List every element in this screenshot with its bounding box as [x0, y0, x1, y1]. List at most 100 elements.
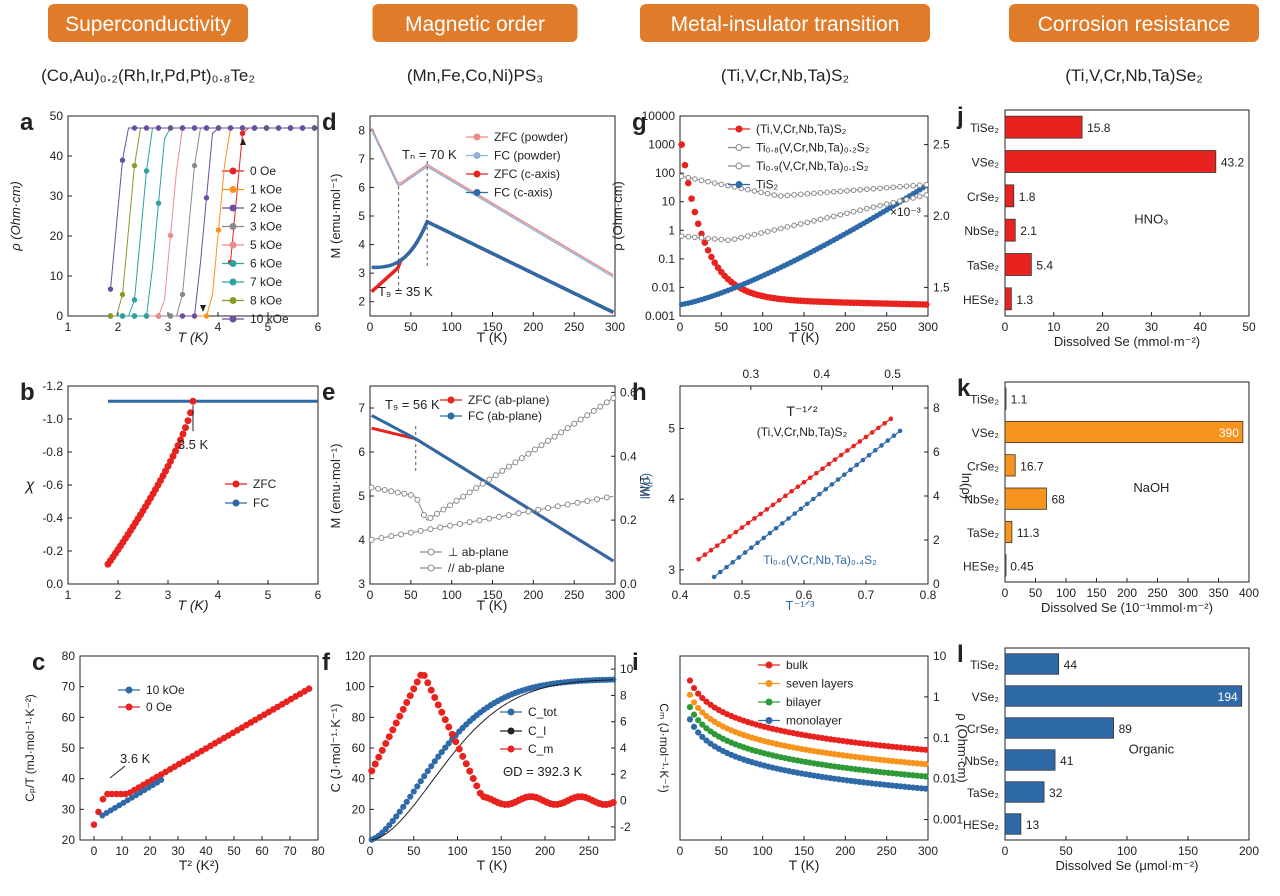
panel-l-bar — [1004, 749, 1056, 771]
panel-g-annotation: ×10⁻³ — [890, 205, 921, 219]
panel-f-ctot-point — [407, 793, 414, 800]
panel-j-bar — [1004, 218, 1016, 242]
panel-f-cm-point — [452, 738, 460, 746]
panel-f-cm-point — [389, 726, 397, 734]
panel-i-series-1-point — [690, 699, 698, 706]
panel-e-par-point — [456, 520, 463, 527]
panel-g-ti08-point — [923, 181, 930, 188]
panel-c-0oe-point — [305, 685, 313, 692]
panel-h-ti06-point — [767, 530, 773, 536]
panel-e-par-point — [505, 512, 512, 519]
panel-a-series-4-point — [167, 232, 174, 239]
panel-f-cm-point — [445, 723, 453, 731]
panel-k-category: VSe₂ — [972, 426, 1000, 440]
panel-g-ti08-point — [718, 181, 725, 188]
panel-j-category: HESe₂ — [963, 293, 999, 307]
panel-a-legend-8-text: 10 kOe — [250, 312, 289, 326]
panel-a-series-5-point — [143, 313, 150, 319]
panel-h-hes-point — [721, 538, 726, 544]
panel-k-xtick-label: 150 — [1086, 586, 1106, 600]
panel-h-ytick-right-label: 4 — [933, 489, 940, 503]
panel-h-hes-point — [857, 439, 863, 444]
panel-a-series-8-point — [191, 125, 198, 131]
panel-j-value-label: 1.8 — [1019, 190, 1036, 204]
panel-g-ytick-label: 10 — [662, 195, 676, 209]
panel-e-par-point — [574, 499, 581, 506]
panel-l-value-label: 41 — [1060, 754, 1074, 768]
panel-e-par-point — [564, 501, 571, 508]
panel-h-hes-point — [851, 443, 856, 449]
panel-k-label: k — [957, 375, 971, 402]
panel-f-ctot-point — [414, 783, 421, 790]
panel-i-legend-1-text: seven layers — [786, 677, 853, 691]
panel-e-perp-point — [486, 476, 493, 483]
panel-i-series-0-point — [699, 694, 706, 702]
panel-g-hes-point — [714, 264, 722, 271]
panel-d-zfc-powder — [370, 127, 614, 276]
panel-j-bar — [1004, 253, 1032, 276]
panel-i-xtick-label: 300 — [918, 844, 938, 858]
panel-i-series-2-point — [707, 728, 714, 735]
panel-d-xtick-label: 250 — [564, 320, 584, 334]
panel-h-hes-point — [826, 461, 832, 467]
panel-e-perp-point — [388, 488, 395, 495]
panel-a-xlabel: T (K) — [177, 329, 208, 345]
panel-h-hes-point — [696, 556, 701, 562]
panel-i-legend-3-marker — [765, 717, 773, 724]
header-title-2: Metal-insulator transition — [671, 13, 900, 36]
panel-l-category: TiSe₂ — [970, 658, 999, 672]
panel-e-par-point — [496, 513, 503, 520]
panel-b-label: b — [20, 379, 35, 406]
panel-l-bar — [1004, 653, 1060, 675]
panel-g-ti09-point — [698, 235, 705, 241]
panel-k-xlabel: Dissolved Se (10⁻¹mmol·m⁻²) — [1041, 600, 1213, 615]
panel-e-perp-point — [381, 487, 388, 494]
panel-i-series-1-point — [922, 761, 929, 768]
panel-g-xtick-label: 200 — [835, 320, 855, 334]
panel-g-ytick-label: 1000 — [648, 138, 675, 152]
panel-e-label: e — [322, 379, 335, 406]
panel-i-series-3-point — [707, 740, 714, 747]
panel-e-legend-0-marker — [447, 396, 455, 404]
panel-c-xlabel: T² (K²) — [179, 857, 219, 873]
panel-b-ytick-label: -1.0 — [42, 412, 63, 426]
panel-e-xtick-label: 300 — [605, 588, 625, 602]
header-title-1: Magnetic order — [405, 13, 545, 36]
panel-g-xlabel: T (K) — [789, 329, 820, 345]
panel-h-ytick-label: 4 — [668, 492, 675, 506]
panel-j-xlabel: Dissolved Se (mmol·m⁻²) — [1054, 334, 1200, 349]
panel-a-legend-2-marker — [229, 204, 237, 212]
panel-a-series-8-point — [215, 125, 222, 131]
panel-e-par-point — [427, 526, 434, 533]
panel-l-bar — [1004, 813, 1022, 835]
panel-h-hes-point — [783, 493, 788, 499]
panel-k-medium: NaOH — [1133, 480, 1169, 495]
panel-i-ylabel-right: ρ (Ohm·cm) — [955, 713, 970, 783]
panel-k-bar — [1004, 554, 1007, 577]
panel-e-par-point — [515, 510, 522, 517]
panel-g-ti09-point — [791, 222, 797, 229]
panel-f-ctot-point — [403, 798, 410, 805]
panel-i-ytick-right-label: 1 — [933, 690, 940, 704]
panel-g-ti09-point — [910, 195, 916, 201]
panel-i-xtick-label: 150 — [794, 844, 814, 858]
header-formula-3: (Ti,V,Cr,Nb,Ta)Se₂ — [1065, 66, 1203, 85]
panel-f-ylabel-right: Cₘ (J·mol⁻¹·K⁻¹) — [657, 703, 671, 792]
panel-e-par-point — [545, 505, 552, 512]
panel-h-hes-point — [820, 466, 825, 471]
panel-h-hes-point — [801, 479, 807, 485]
panel-b-legend-1-text: FC — [253, 496, 269, 510]
panel-c-xtick-label: 70 — [283, 844, 297, 858]
panel-g-ti09-point — [678, 233, 685, 239]
panel-f-xtick-label: 250 — [579, 844, 599, 858]
panel-d-ytick-label: 8 — [358, 123, 365, 137]
panel-g-ti09-point — [883, 201, 890, 207]
panel-l-frame — [1004, 647, 1250, 841]
panel-g-ti08-point — [791, 192, 797, 198]
panel-d-legend-2-text: ZFC (c-axis) — [494, 167, 560, 181]
panel-l-xlabel: Dissolved Se (μmol·m⁻²) — [1056, 858, 1199, 873]
panel-a-series-2 — [110, 127, 315, 317]
panel-f-ylabel: C (J·mol⁻¹·K⁻¹) — [328, 704, 343, 793]
panel-f-cm-point — [420, 671, 428, 679]
panel-g-ti08-point — [778, 193, 784, 199]
